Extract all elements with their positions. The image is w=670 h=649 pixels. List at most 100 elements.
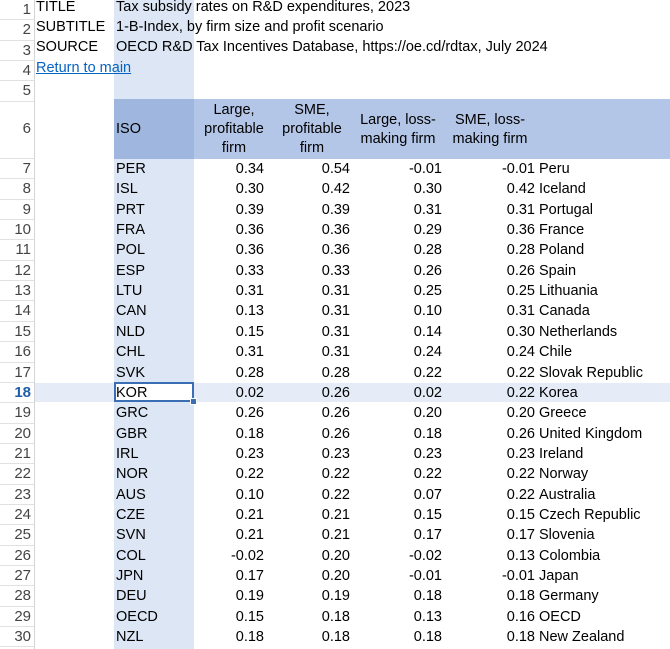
- cell-sl[interactable]: 0.30: [506, 323, 535, 340]
- row-header-28[interactable]: 28: [14, 587, 31, 605]
- cell-ll[interactable]: 0.17: [413, 527, 442, 544]
- cell-iso[interactable]: POL: [116, 242, 146, 259]
- cell-sp[interactable]: 0.26: [321, 384, 350, 401]
- cell-sl[interactable]: 0.16: [506, 608, 535, 625]
- cell-sp[interactable]: 0.21: [321, 527, 350, 544]
- row-header-2[interactable]: 2: [22, 21, 31, 39]
- cell-iso[interactable]: ISL: [116, 181, 138, 198]
- cell-sl[interactable]: 0.22: [506, 486, 535, 503]
- cell-sp[interactable]: 0.18: [321, 629, 350, 646]
- row-header-12[interactable]: 12: [14, 261, 31, 279]
- cell-country[interactable]: Iceland: [539, 181, 586, 198]
- cell-ll[interactable]: 0.22: [413, 364, 442, 381]
- row-header-17[interactable]: 17: [14, 363, 31, 381]
- cell-iso[interactable]: KOR: [116, 384, 148, 401]
- cell-country[interactable]: Peru: [539, 161, 570, 177]
- cell-sp[interactable]: 0.19: [321, 588, 350, 605]
- header-iso[interactable]: ISO: [116, 121, 141, 137]
- cell-country[interactable]: Canada: [539, 303, 590, 320]
- selected-cell-outline[interactable]: [114, 381, 194, 402]
- cell-ll[interactable]: 0.23: [413, 445, 442, 462]
- cell-sp[interactable]: 0.36: [321, 242, 350, 259]
- cell-iso[interactable]: GBR: [116, 425, 148, 442]
- cell-lp[interactable]: 0.33: [235, 262, 264, 279]
- cell-sl[interactable]: 0.28: [506, 242, 535, 259]
- cell-lp[interactable]: 0.21: [235, 527, 264, 544]
- cell-sl[interactable]: 0.20: [506, 405, 535, 422]
- row-header-22[interactable]: 22: [14, 465, 31, 483]
- cell-sl[interactable]: 0.26: [506, 262, 535, 279]
- row-header-25[interactable]: 25: [14, 526, 31, 544]
- cell-ll[interactable]: 0.15: [413, 506, 442, 523]
- cell-iso[interactable]: DEU: [116, 588, 147, 605]
- meta-value-subtitle[interactable]: 1-B-Index, by firm size and profit scena…: [116, 19, 384, 35]
- cell-sl[interactable]: 0.15: [506, 506, 535, 523]
- row-header-24[interactable]: 24: [14, 505, 31, 523]
- cell-sl[interactable]: 0.26: [506, 425, 535, 442]
- cell-sp[interactable]: 0.31: [321, 323, 350, 340]
- cell-iso[interactable]: GRC: [116, 405, 149, 422]
- cell-sp[interactable]: 0.23: [321, 445, 350, 462]
- cell-sl[interactable]: -0.01: [501, 161, 535, 177]
- cell-country[interactable]: Lithuania: [539, 283, 598, 300]
- cell-iso[interactable]: CZE: [116, 506, 145, 523]
- row-header-29[interactable]: 29: [14, 607, 31, 625]
- cell-sl[interactable]: 0.22: [506, 384, 535, 401]
- cell-lp[interactable]: 0.34: [235, 161, 264, 177]
- header-sme-loss[interactable]: SME, loss- making firm: [444, 111, 536, 149]
- cell-iso[interactable]: IRL: [116, 445, 139, 462]
- row-header-6[interactable]: 6: [22, 119, 31, 137]
- cell-lp[interactable]: 0.30: [235, 181, 264, 198]
- cell-ll[interactable]: 0.10: [413, 303, 442, 320]
- cell-ll[interactable]: 0.02: [413, 384, 442, 401]
- row-header-18[interactable]: 18: [14, 383, 31, 401]
- cell-iso[interactable]: NZL: [116, 629, 144, 646]
- row-header-30[interactable]: 30: [14, 628, 31, 646]
- row-header-1[interactable]: 1: [22, 1, 31, 18]
- cell-iso[interactable]: PRT: [116, 201, 145, 218]
- cell-sl[interactable]: 0.18: [506, 588, 535, 605]
- cell-sl[interactable]: 0.31: [506, 303, 535, 320]
- cell-country[interactable]: Germany: [539, 588, 599, 605]
- cell-lp[interactable]: 0.18: [235, 629, 264, 646]
- cell-country[interactable]: Portugal: [539, 201, 594, 218]
- cell-ll[interactable]: 0.20: [413, 405, 442, 422]
- cell-ll[interactable]: 0.29: [413, 222, 442, 239]
- cell-ll[interactable]: -0.01: [408, 568, 442, 584]
- cell-lp[interactable]: 0.02: [235, 384, 264, 401]
- cell-sp[interactable]: 0.26: [321, 425, 350, 442]
- cell-sp[interactable]: 0.39: [321, 201, 350, 218]
- cell-iso[interactable]: COL: [116, 547, 146, 564]
- cell-lp[interactable]: 0.28: [235, 364, 264, 381]
- cell-ll[interactable]: 0.13: [413, 608, 442, 625]
- cell-country[interactable]: Norway: [539, 466, 589, 483]
- cell-lp[interactable]: 0.31: [235, 283, 264, 300]
- row-header-21[interactable]: 21: [14, 444, 31, 462]
- row-header-19[interactable]: 19: [14, 404, 31, 422]
- cell-sp[interactable]: 0.20: [321, 547, 350, 564]
- cell-country[interactable]: Chile: [539, 344, 573, 361]
- cell-iso[interactable]: OECD: [116, 608, 158, 625]
- cell-ll[interactable]: 0.18: [413, 588, 442, 605]
- header-large-profitable[interactable]: Large, profitable firm: [194, 101, 274, 158]
- cell-ll[interactable]: -0.01: [408, 161, 442, 177]
- cell-lp[interactable]: 0.15: [235, 323, 264, 340]
- cell-sp[interactable]: 0.42: [321, 181, 350, 198]
- cell-iso[interactable]: CHL: [116, 344, 146, 361]
- cell-sl[interactable]: 0.22: [506, 364, 535, 381]
- cell-country[interactable]: France: [539, 222, 585, 239]
- cell-iso[interactable]: NOR: [116, 466, 149, 483]
- meta-label-title[interactable]: TITLE: [36, 0, 76, 15]
- cell-lp[interactable]: 0.39: [235, 201, 264, 218]
- cell-sl[interactable]: 0.23: [506, 445, 535, 462]
- cell-lp[interactable]: 0.26: [235, 405, 264, 422]
- cell-iso[interactable]: FRA: [116, 222, 145, 239]
- row-header-4[interactable]: 4: [22, 61, 31, 79]
- cell-sl[interactable]: 0.36: [506, 222, 535, 239]
- meta-value-title[interactable]: Tax subsidy rates on R&D expenditures, 2…: [116, 0, 411, 15]
- cell-sp[interactable]: 0.18: [321, 608, 350, 625]
- cell-sl[interactable]: -0.01: [501, 568, 535, 584]
- cell-sp[interactable]: 0.31: [321, 303, 350, 320]
- row-header-10[interactable]: 10: [14, 221, 31, 239]
